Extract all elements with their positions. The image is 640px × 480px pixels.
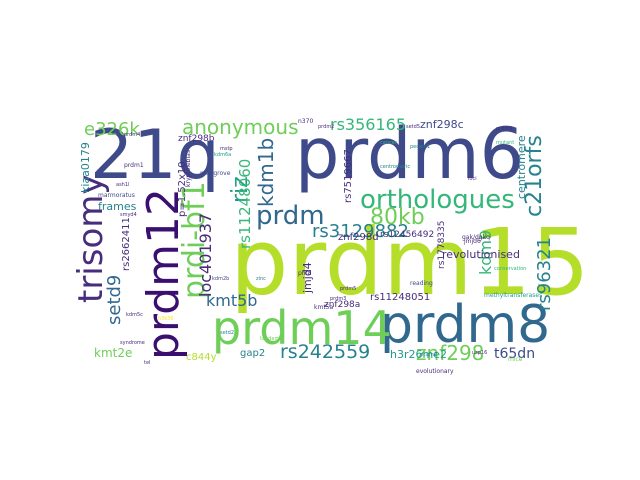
word-prdm9: prdm9 [496, 126, 513, 132]
word-revolutionised: revolutionised [442, 248, 520, 261]
word-prdm6: prdm6 [295, 113, 525, 195]
word-ncam2: ncam2 [420, 352, 438, 358]
word-prdm1: prdm1 [124, 162, 144, 169]
word-phf8: phf8 [298, 270, 312, 277]
word-methyltransferases: methyltransferases [484, 292, 543, 299]
word-kdm1b: kdm1b [254, 137, 278, 207]
word-filler: ash1l [116, 182, 130, 188]
word-rs1778335: rs1778335 [437, 220, 447, 269]
word-syndrome: syndrome [120, 340, 145, 346]
word-prdm15: prdm15 [230, 209, 590, 316]
word-kryptolebias: kryptolebias [185, 150, 192, 187]
word-kmt5b: kmt5b [206, 291, 258, 310]
word-21q: 21q [90, 116, 220, 195]
word-filler: kdm2b [212, 276, 230, 282]
word-prdm: prdm [256, 201, 325, 231]
word-tel: tel [144, 360, 151, 366]
word-rs7519667: rs7519667 [343, 149, 354, 203]
word-filler: zinc [256, 276, 266, 282]
word-filler: kdm6a [214, 152, 232, 158]
word-c844y: c844y [186, 352, 217, 363]
word-rs12456492: rs12456492 [380, 230, 435, 240]
word-cancer: cancer [380, 140, 397, 146]
word-mstp: mstp [220, 146, 233, 152]
word-filler: setd2 [220, 330, 234, 336]
word-znf298b: znf298b [178, 134, 215, 144]
word-rs11248051: rs11248051 [370, 292, 431, 303]
word-filler: usp16 [472, 350, 488, 356]
word-setd9: setd9 [104, 274, 125, 325]
word-rs242559: rs242559 [280, 341, 371, 363]
word-znf298c: znf298c [420, 118, 464, 131]
word-n370: n370 [298, 118, 314, 125]
word-conservation: conservation [494, 266, 527, 272]
word-rs2662411: rs2662411 [121, 217, 132, 271]
word-kiaa0179: kiaa0179 [79, 142, 92, 193]
word-kmt2e: kmt2e [94, 346, 133, 360]
word-prdm8: prdm8 [380, 295, 551, 355]
word-jmjd6: jmjd6 [464, 238, 481, 245]
word-filler: pecam1 [410, 144, 431, 150]
word-gap2: gap2 [240, 348, 266, 359]
word-setd5: setd5 [406, 124, 420, 130]
word-filler: smyd4 [120, 212, 137, 218]
word-rs96321: rs96321 [534, 236, 555, 311]
word-prdm4: prdm4 [124, 132, 141, 138]
word-h3r26me2: h3r26me2 [390, 348, 447, 361]
word-kmt5a: kmt5a [314, 304, 334, 311]
word-filler: h3k36 [158, 316, 174, 322]
word-znf298: znf298 [416, 341, 485, 365]
word-rs3129882: rs3129882 [312, 221, 409, 242]
word-filler: prdm2 [318, 124, 335, 130]
word-filler: loci [468, 176, 477, 182]
word-gak-dgkq: gak/dgkq [462, 234, 490, 241]
word-e326k: e326k [84, 119, 140, 140]
word-prdm14: prdm14 [212, 301, 392, 355]
word-jmjd4: jmjd4 [301, 262, 314, 293]
word-orthologues: orthologues [360, 185, 515, 215]
word-centromere: centromere [515, 135, 528, 199]
word-kdm5c: kdm5c [126, 312, 143, 318]
word-centromeric: centromeric [380, 164, 411, 170]
word-znf298a: znf298a [324, 300, 361, 310]
word-filler: tandem [260, 336, 280, 342]
word-cloud: 21q prdm6 prdm15 prdm8 prdm14 prdm12 tri… [71, 113, 590, 375]
word-anonymous: anonymous [182, 115, 299, 139]
word-rs11248060: rs11248060 [236, 158, 254, 249]
word-znf298d: znf298d [338, 232, 379, 243]
word-prdm5: prdm5 [340, 286, 357, 292]
word-prdm3: prdm3 [330, 296, 347, 302]
word-rs356165: rs356165 [330, 115, 406, 134]
word-loc401937: loc401937 [196, 212, 215, 297]
word-mangrove: mangrove [200, 170, 231, 177]
word-frames: frames [98, 200, 137, 213]
word-marmoratus: marmoratus [98, 192, 135, 199]
word-reading: reading [410, 280, 433, 287]
word-t65dn: t65dn [494, 346, 536, 362]
word-mice: mice [508, 356, 523, 363]
word-filler: mutant [496, 140, 515, 146]
word-80kb: 80kb [370, 205, 425, 230]
word-evolutionary: evolutionary [416, 368, 454, 375]
